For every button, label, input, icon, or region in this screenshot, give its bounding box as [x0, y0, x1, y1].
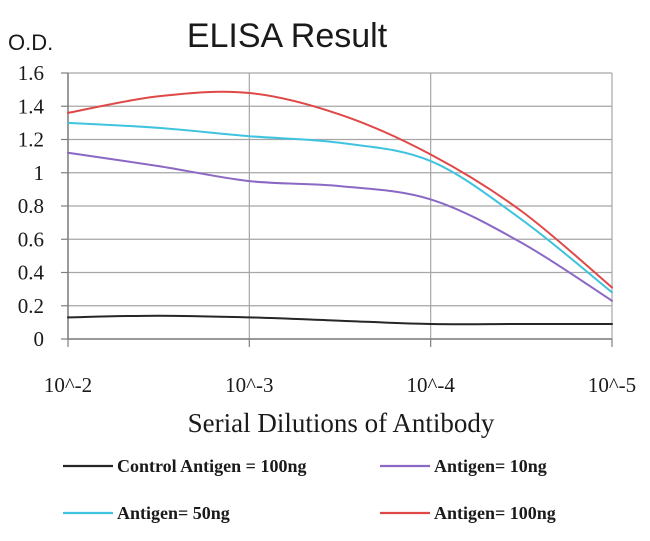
y-axis-title: O.D. — [8, 30, 53, 55]
y-tick-label: 1.2 — [18, 128, 44, 152]
y-tick-label: 1.4 — [18, 94, 45, 118]
axes: 0 0.2 0.4 0.6 0.8 1 1.2 1.4 1.6 10^-2 10^-3 10^-4 10… — [18, 61, 636, 397]
x-tick-label: 10^-5 — [588, 373, 636, 397]
y-tick-label: 0 — [34, 327, 45, 351]
legend-label: Antigen= 10ng — [434, 456, 547, 476]
series-line-4 — [67, 90, 613, 289]
series-line-1 — [67, 314, 613, 326]
y-tick-label: 1 — [34, 161, 45, 185]
x-tick-label: 10^-4 — [406, 373, 455, 397]
x-tick-label: 10^-2 — [44, 373, 92, 397]
gridlines — [67, 72, 613, 340]
y-tick-label: 1.6 — [18, 61, 44, 85]
y-tick-label: 0.2 — [18, 294, 44, 318]
x-axis-label: Serial Dilutions of Antibody — [188, 408, 495, 438]
y-tick-label: 0.8 — [18, 194, 44, 218]
series-line-2 — [67, 151, 613, 302]
legend-label: Antigen= 100ng — [434, 503, 556, 523]
legend: Control Antigen = 100ng Antigen= 10ng Anti… — [63, 456, 556, 523]
series-lines — [67, 90, 613, 326]
y-tick-label: 0.4 — [18, 261, 45, 285]
y-tick-label: 0.6 — [18, 227, 44, 251]
series-line-3 — [67, 121, 613, 294]
x-tick-label: 10^-3 — [225, 373, 273, 397]
legend-label: Antigen= 50ng — [117, 503, 230, 523]
chart-title: ELISA Result — [187, 17, 388, 55]
legend-label: Control Antigen = 100ng — [117, 456, 306, 476]
